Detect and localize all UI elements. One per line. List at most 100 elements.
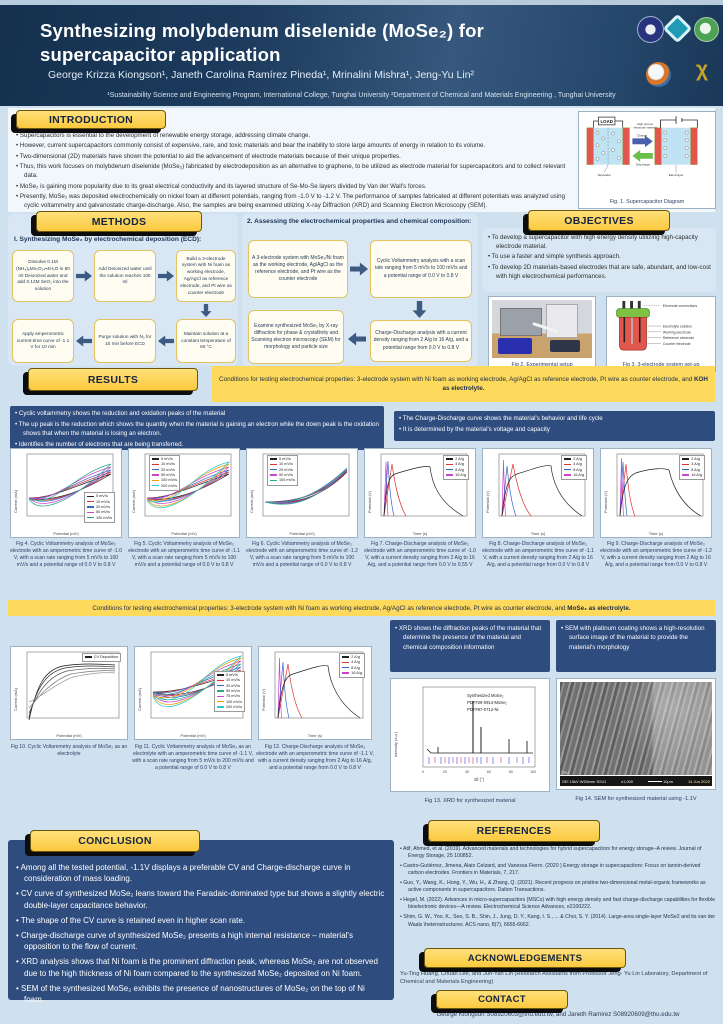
supercapacitor-diagram-graphic: LOAD High porous electrode material Char… xyxy=(586,116,698,177)
y-axis-label: Current (mA) xyxy=(13,489,18,513)
flow-step-cd-analysis: Charge-Discharge analysis with a current… xyxy=(370,320,472,362)
x-axis-label: Time (s) xyxy=(530,531,546,536)
cv-note: Cyclic voltammetry shows the reduction a… xyxy=(15,409,379,418)
cv-explanation-bullets: Cyclic voltammetry shows the reduction a… xyxy=(15,409,379,449)
flow-step-purge: Purge solution with N₂ for 10 min before… xyxy=(94,319,156,363)
reference-item: Castro-Gutiérrez, Jimena, Alain Celzard,… xyxy=(400,863,716,878)
conclusion-box: Among all the tested potential, -1.1V di… xyxy=(8,840,394,1004)
flow-arrow-left-icon xyxy=(76,335,92,347)
figure-10-caption: Fig 10. Cyclic Voltammetry analysis of M… xyxy=(10,744,128,757)
figure-14-caption: Fig 14. SEM for synthesized material usi… xyxy=(575,796,697,802)
conditions-banner-1-bold: KOH as electrolyte. xyxy=(442,375,708,392)
experimental-setup-photo xyxy=(492,300,592,358)
figure-10-legend: CV Deposition xyxy=(81,653,121,663)
figure-7-cd-chart: Potential (V) Time (s) 2 A/g 4 A/g 8 A/g… xyxy=(364,448,476,538)
svg-text:Electrode connections: Electrode connections xyxy=(663,304,697,308)
svg-text:2θ (°): 2θ (°) xyxy=(474,777,485,782)
x-axis-label: Potential (mV) xyxy=(53,531,79,536)
sem-info-bar: SEI 15kV WD6mm SS41 x1,000 10μm 14 Jun 2… xyxy=(560,776,712,786)
conclusion-bullet: Charge-discharge curve of synthesized Mo… xyxy=(16,930,386,952)
flow-step-amperometric: Apply amperometric current-time curve of… xyxy=(12,319,74,363)
references-list: Atif, Ahmed, et al. (2019). Advanced mat… xyxy=(400,846,716,931)
figure-11-cv-chart: Current (mA) Potential (mV) 5 mV/s 10 mV… xyxy=(134,646,252,740)
svg-text:Counter electrode: Counter electrode xyxy=(663,342,691,346)
figure-9-cd-chart: Potential (V) Time (s) 2 A/g 4 A/g 8 A/g… xyxy=(600,448,712,538)
x-axis-label: Time (s) xyxy=(412,531,428,536)
conclusion-bullet: SEM of the synthesized MoSe₂ exhibits th… xyxy=(16,983,386,1005)
svg-text:Discharge: Discharge xyxy=(636,163,650,167)
electrode-system-graphic: Electrode connections Electrolyte soluti… xyxy=(616,300,697,351)
y-axis-label: Current (mA) xyxy=(249,489,254,513)
svg-text:80: 80 xyxy=(509,770,513,774)
flow-step-maintain-temp: Maintain solution at a constant temperat… xyxy=(176,319,236,363)
figure-4-legend: 5 mV/s 10 mV/s 20 mV/s 50 mV/s 100 mV/s xyxy=(83,492,115,523)
section-header-references: REFERENCES xyxy=(428,820,600,842)
sem-note-box: SEM with platinum coating shows a high-r… xyxy=(556,620,716,672)
flow-step-build-system: Build a 3-electrode system with Ni foam … xyxy=(176,250,236,302)
y-axis-label: Potential (V) xyxy=(603,490,608,513)
svg-text:Reference electrode: Reference electrode xyxy=(663,336,694,340)
figure-14-sem-image: SEI 15kV WD6mm SS41 x1,000 10μm 14 Jun 2… xyxy=(556,678,716,790)
svg-text:60: 60 xyxy=(487,770,491,774)
svg-text:Synthesized MoSe₂: Synthesized MoSe₂ xyxy=(467,693,504,698)
sem-note: SEM with platinum coating shows a high-r… xyxy=(561,624,711,652)
svg-text:Separator: Separator xyxy=(597,173,611,177)
figure-10-cv-chart: Current (mA) Potential (mV) CV Depositio… xyxy=(10,646,128,740)
x-axis-label: Potential (mV) xyxy=(289,531,315,536)
flow-step-dissolve: Dissolve 0.1M (NH₄)₆Mo₇O₂₄•4H₂O in 80 ml… xyxy=(12,250,74,302)
green-program-logo-icon xyxy=(694,17,719,42)
contact-text: George Kiongson S08920603@thu.edu.tw, an… xyxy=(436,1011,680,1018)
y-axis-label: Potential (V) xyxy=(367,490,372,513)
conclusion-bullet: Among all the tested potential, -1.1V di… xyxy=(16,862,386,884)
svg-text:PDF#29-0914-MoSe₂: PDF#29-0914-MoSe₂ xyxy=(467,700,507,705)
conditions-banner-2-bold: MoSe₂ as electrolyte. xyxy=(567,604,631,612)
introduction-bullets: Supercapacitors is essential to the deve… xyxy=(16,132,568,213)
figure-4-caption: Fig 4. Cyclic Voltammetry analysis of Mo… xyxy=(10,541,122,568)
svg-text:0: 0 xyxy=(422,770,424,774)
x-axis-label: Potential (mV) xyxy=(171,531,197,536)
cv-plot xyxy=(26,651,120,721)
figure-7-caption: Fig 7. Charge-Discharge analysis of MoSe… xyxy=(364,541,476,568)
figure-9-legend: 2 A/g 4 A/g 8 A/g 16 A/g xyxy=(679,455,705,481)
figure-12-legend: 2 A/g 4 A/g 8 A/g 16 A/g xyxy=(339,653,365,679)
sem-settings: SEI 15kV WD6mm SS41 xyxy=(562,778,607,784)
figure-13-caption: Fig 13. XRD for synthesized material xyxy=(424,798,516,804)
intro-bullet: MoSe₂ is gaining more popularity due to … xyxy=(16,183,568,192)
svg-text:Working electrode: Working electrode xyxy=(663,330,691,334)
flow-arrow-right-icon xyxy=(158,270,174,282)
sem-stamp: THU xyxy=(561,770,570,775)
cd-note: It is determined by the material's volta… xyxy=(399,425,710,434)
xrd-note-box: XRD shows the diffraction peaks of the m… xyxy=(390,620,550,672)
cd-note: The Charge-Discharge curve shows the mat… xyxy=(399,414,710,423)
figure-8-cd-chart: Potential (V) Time (s) 2 A/g 4 A/g 8 A/g… xyxy=(482,448,594,538)
section-header-conclusion: CONCLUSION xyxy=(30,830,200,852)
figure-6-caption: Fig 6. Cyclic Voltammetry analysis of Mo… xyxy=(246,541,358,568)
flow-step-add-water: Add Deionized water until the solution r… xyxy=(94,250,156,302)
intro-bullet: However, current supercapacitors commonl… xyxy=(16,142,568,151)
svg-text:Electrolyte solution: Electrolyte solution xyxy=(663,324,692,328)
conclusion-bullet: The shape of the CV curve is retained ev… xyxy=(16,915,386,926)
y-axis-label: Current (mA) xyxy=(137,687,142,711)
affiliation-line: ¹Sustainability Science and Engineering … xyxy=(107,92,616,99)
conditions-banner-1-text: Conditions for testing electrochemical p… xyxy=(219,375,693,383)
y-axis-label: Current (mA) xyxy=(13,687,18,711)
section-header-contact: CONTACT xyxy=(436,990,568,1009)
flow-step-cv-analysis: Cyclic Voltammetry analysis with a scan … xyxy=(370,240,472,298)
flow-step-xrd-sem: Examine synthesized MoSe₂ by X-ray diffr… xyxy=(248,310,344,364)
discharge-arrow-icon xyxy=(632,150,653,162)
sem-magnification: x1,000 xyxy=(621,778,634,784)
x-axis-label: Time (s) xyxy=(648,531,664,536)
poster-title-line2: supercapacitor application xyxy=(40,44,281,65)
figure-2-caption: Fig 2. Experimental setup xyxy=(511,361,573,368)
section-header-results: RESULTS xyxy=(28,368,198,391)
cd-explanation-box: The Charge-Discharge curve shows the mat… xyxy=(394,411,715,441)
intro-bullet: Thus, this work focuses on molybdenum di… xyxy=(16,163,568,181)
svg-text:electrode material: electrode material xyxy=(634,126,657,130)
intro-bullet: Presently, MoSe₂ was deposited electroch… xyxy=(16,193,568,211)
sem-micrograph xyxy=(560,682,712,775)
intro-bullet: Supercapacitors is essential to the deve… xyxy=(16,132,568,141)
figure-12-caption: Fig 12. Charge-Discharge analysis of MoS… xyxy=(256,744,374,771)
svg-text:40: 40 xyxy=(465,770,469,774)
section-header-introduction: INTRODUCTION xyxy=(16,110,166,129)
cv-note: Identifies the number of electrons that … xyxy=(15,440,379,449)
